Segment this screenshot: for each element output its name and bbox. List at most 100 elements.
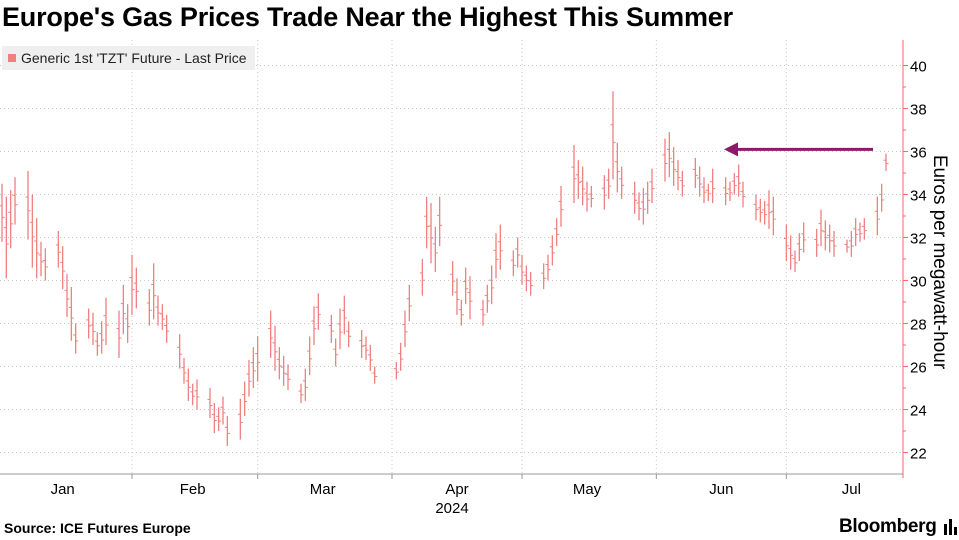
price-bar xyxy=(458,299,464,326)
price-bar xyxy=(242,381,248,416)
price-bar xyxy=(879,183,885,212)
price-bar xyxy=(844,239,850,253)
legend: Generic 1st 'TZT' Future - Last Price xyxy=(2,46,255,70)
annotation-arrowhead xyxy=(724,142,738,157)
price-bar xyxy=(64,274,70,318)
x-tick-label: May xyxy=(573,481,602,498)
price-bar xyxy=(484,284,490,313)
price-bar xyxy=(29,194,35,268)
x-axis: Jan Feb Mar Apr May Jun Jul xyxy=(0,473,903,498)
price-bar xyxy=(519,254,525,285)
price-bar xyxy=(827,224,833,253)
y-tick-label: 24 xyxy=(910,403,927,420)
price-bar xyxy=(497,224,503,270)
price-bar xyxy=(159,304,165,330)
price-bar xyxy=(489,265,495,305)
price-bar xyxy=(237,398,243,440)
price-bar xyxy=(86,308,92,339)
price-bar xyxy=(428,203,434,264)
price-bar xyxy=(73,323,79,354)
price-bar xyxy=(801,222,807,253)
price-bar xyxy=(619,166,625,199)
price-bar xyxy=(610,91,616,180)
price-bar xyxy=(211,403,217,434)
price-bar xyxy=(814,228,820,257)
price-bar xyxy=(788,235,794,270)
price-bar xyxy=(861,218,867,240)
price-bar xyxy=(8,190,14,249)
price-bar xyxy=(406,284,412,322)
price-bar xyxy=(346,321,352,348)
price-bar xyxy=(185,368,191,401)
price-bar xyxy=(103,297,109,345)
price-bar xyxy=(541,263,547,290)
price-bar xyxy=(853,218,859,247)
price-bar xyxy=(584,181,590,212)
x-tick-label: Feb xyxy=(180,481,206,498)
price-bar xyxy=(757,198,763,223)
x-tick-label: Apr xyxy=(445,481,468,498)
price-bar xyxy=(645,181,651,214)
price-bar xyxy=(38,241,44,277)
price-bar xyxy=(640,188,646,225)
price-bar xyxy=(94,332,100,356)
price-bar xyxy=(419,259,425,296)
y-tick-label: 40 xyxy=(910,59,927,76)
price-bar xyxy=(333,338,339,367)
bloomberg-logo: Bloomberg xyxy=(839,516,958,538)
price-bar xyxy=(848,231,854,257)
price-bar xyxy=(606,168,612,199)
price-bar xyxy=(679,170,685,197)
price-bar xyxy=(753,194,759,221)
price-bar xyxy=(328,314,334,343)
brand-name: Bloomberg xyxy=(839,516,937,537)
price-bar xyxy=(220,396,226,425)
price-bar xyxy=(285,364,291,391)
price-bar xyxy=(341,295,347,335)
price-bar xyxy=(515,237,521,268)
price-bar xyxy=(0,183,5,242)
price-bar xyxy=(666,132,672,178)
y-tick-label: 22 xyxy=(910,446,927,463)
grid-lines xyxy=(0,40,903,474)
price-bar xyxy=(99,321,105,354)
price-bar xyxy=(601,175,607,210)
price-bar xyxy=(575,160,581,199)
price-bar xyxy=(298,383,304,404)
price-bar xyxy=(636,192,642,221)
price-bar xyxy=(255,336,261,382)
price-bar xyxy=(632,181,638,214)
bloomberg-mark-icon xyxy=(943,519,957,535)
price-bar xyxy=(190,383,196,406)
price-bar xyxy=(818,209,824,247)
legend-label: Generic 1st 'TZT' Future - Last Price xyxy=(21,50,247,66)
y-tick-label: 30 xyxy=(910,274,927,291)
x-tick-label: Mar xyxy=(310,481,336,498)
source-note: Source: ICE Futures Europe xyxy=(4,520,191,536)
price-bar xyxy=(315,293,321,330)
price-bar xyxy=(649,168,655,204)
price-bar xyxy=(727,181,733,201)
price-bar xyxy=(766,190,772,229)
price-bar xyxy=(783,224,789,262)
price-bar xyxy=(796,233,802,262)
price-bar xyxy=(120,284,126,335)
price-bar xyxy=(662,138,668,182)
price-bar xyxy=(701,177,707,204)
price-bar xyxy=(883,153,889,171)
price-bar xyxy=(34,218,40,279)
price-bar xyxy=(432,226,438,272)
price-bar xyxy=(770,196,776,236)
price-bar xyxy=(3,196,9,279)
price-bar xyxy=(311,306,317,345)
price-bar xyxy=(450,261,456,296)
y-tick-label: 36 xyxy=(910,145,927,162)
price-bar xyxy=(736,164,742,197)
price-bar xyxy=(307,336,313,376)
price-bar xyxy=(588,185,594,208)
price-bar xyxy=(272,325,278,371)
price-bar xyxy=(831,231,837,257)
price-bar xyxy=(710,168,716,204)
y-axis: 22 24 26 28 30 32 34 36 38 40 xyxy=(902,40,927,478)
price-bar xyxy=(60,246,66,290)
